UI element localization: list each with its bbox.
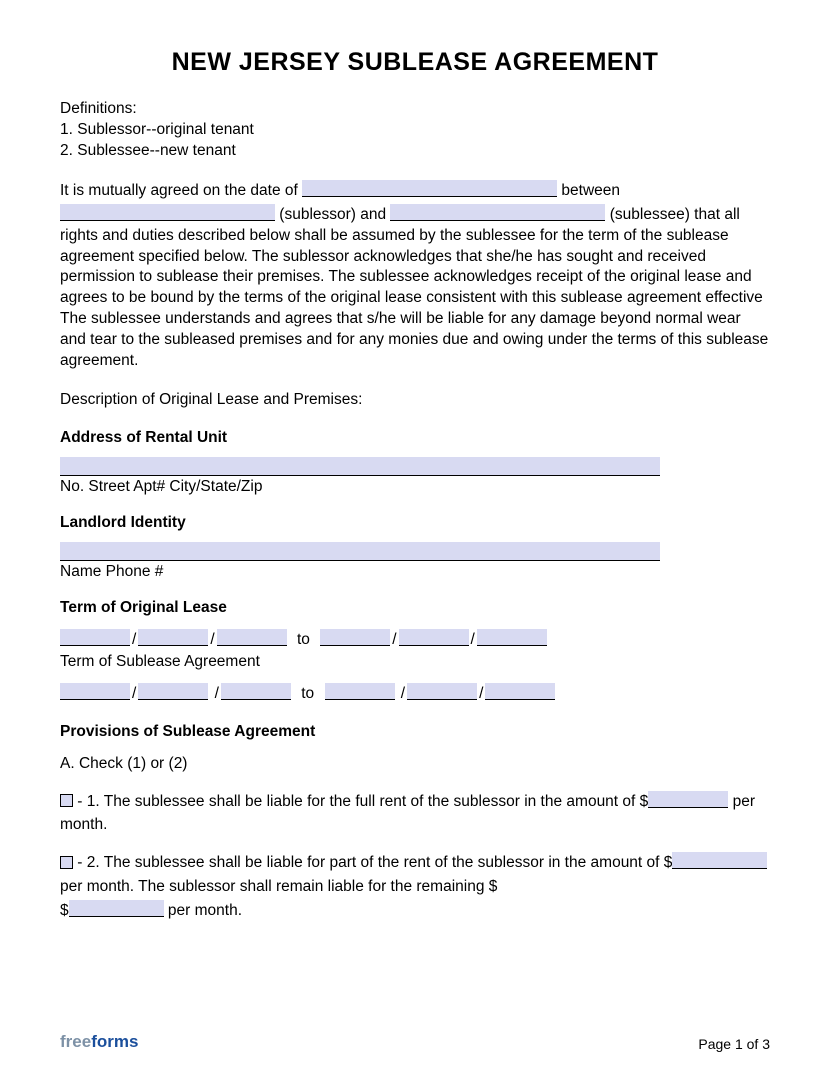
address-caption: No. Street Apt# City/State/Zip <box>60 478 770 496</box>
option-2-text-b: per month. The sublessor shall remain li… <box>60 878 497 895</box>
page-footer: freeforms Page 1 of 3 <box>60 1032 770 1052</box>
provisions-heading: Provisions of Sublease Agreement <box>60 723 770 741</box>
landlord-heading: Landlord Identity <box>60 514 770 532</box>
page-number: Page 1 of 3 <box>698 1036 770 1052</box>
sub-end-dd[interactable] <box>407 683 477 700</box>
definition-1: 1. Sublessor--original tenant <box>60 120 770 141</box>
document-title: NEW JERSEY SUBLEASE AGREEMENT <box>60 48 770 77</box>
para-text-4: (sublessee) that all rights and duties d… <box>60 206 768 369</box>
description-heading: Description of Original Lease and Premis… <box>60 390 770 411</box>
option-2-text-a: - 2. The sublessee shall be liable for p… <box>73 854 672 871</box>
sublease-dates: / / to // <box>60 681 770 705</box>
orig-end-mm[interactable] <box>320 629 390 646</box>
para-text-1: It is mutually agreed on the date of <box>60 182 302 199</box>
orig-start-yy[interactable] <box>217 629 287 646</box>
orig-end-yy[interactable] <box>477 629 547 646</box>
option-1-text-a: - 1. The sublessee shall be liable for t… <box>73 793 648 810</box>
provisions-sub: A. Check (1) or (2) <box>60 755 770 773</box>
to-label-2: to <box>301 685 314 702</box>
landlord-field[interactable] <box>60 542 660 561</box>
term-original-heading: Term of Original Lease <box>60 599 770 617</box>
sub-start-yy[interactable] <box>221 683 291 700</box>
sub-end-mm[interactable] <box>325 683 395 700</box>
freeforms-logo: freeforms <box>60 1032 138 1052</box>
definition-2: 2. Sublessee--new tenant <box>60 141 770 162</box>
amount-1-field[interactable] <box>648 791 728 808</box>
para-text-3: (sublessor) and <box>275 206 390 223</box>
option-2: - 2. The sublessee shall be liable for p… <box>60 850 770 922</box>
orig-start-mm[interactable] <box>60 629 130 646</box>
sub-start-mm[interactable] <box>60 683 130 700</box>
amount-2a-field[interactable] <box>672 852 767 869</box>
date-field[interactable] <box>302 180 557 197</box>
para-text-2: between <box>557 182 620 199</box>
address-field[interactable] <box>60 457 660 476</box>
definitions-heading: Definitions: <box>60 99 770 120</box>
to-label-1: to <box>297 631 310 648</box>
checkbox-2[interactable] <box>60 856 73 869</box>
logo-free: free <box>60 1032 91 1051</box>
sub-end-yy[interactable] <box>485 683 555 700</box>
sub-start-dd[interactable] <box>138 683 208 700</box>
checkbox-1[interactable] <box>60 794 73 807</box>
definitions-block: Definitions: 1. Sublessor--original tena… <box>60 99 770 162</box>
agreement-paragraph: It is mutually agreed on the date of bet… <box>60 178 770 372</box>
orig-start-dd[interactable] <box>138 629 208 646</box>
logo-forms: forms <box>91 1032 138 1051</box>
address-heading: Address of Rental Unit <box>60 429 770 447</box>
orig-end-dd[interactable] <box>399 629 469 646</box>
term-sublease-caption: Term of Sublease Agreement <box>60 653 770 671</box>
sublessor-field[interactable] <box>60 204 275 221</box>
landlord-caption: Name Phone # <box>60 563 770 581</box>
option-2-text-c: per month. <box>164 902 242 919</box>
original-lease-dates: // to // <box>60 627 770 651</box>
sublessee-field[interactable] <box>390 204 605 221</box>
option-1: - 1. The sublessee shall be liable for t… <box>60 789 770 837</box>
amount-2b-field[interactable] <box>69 900 164 917</box>
